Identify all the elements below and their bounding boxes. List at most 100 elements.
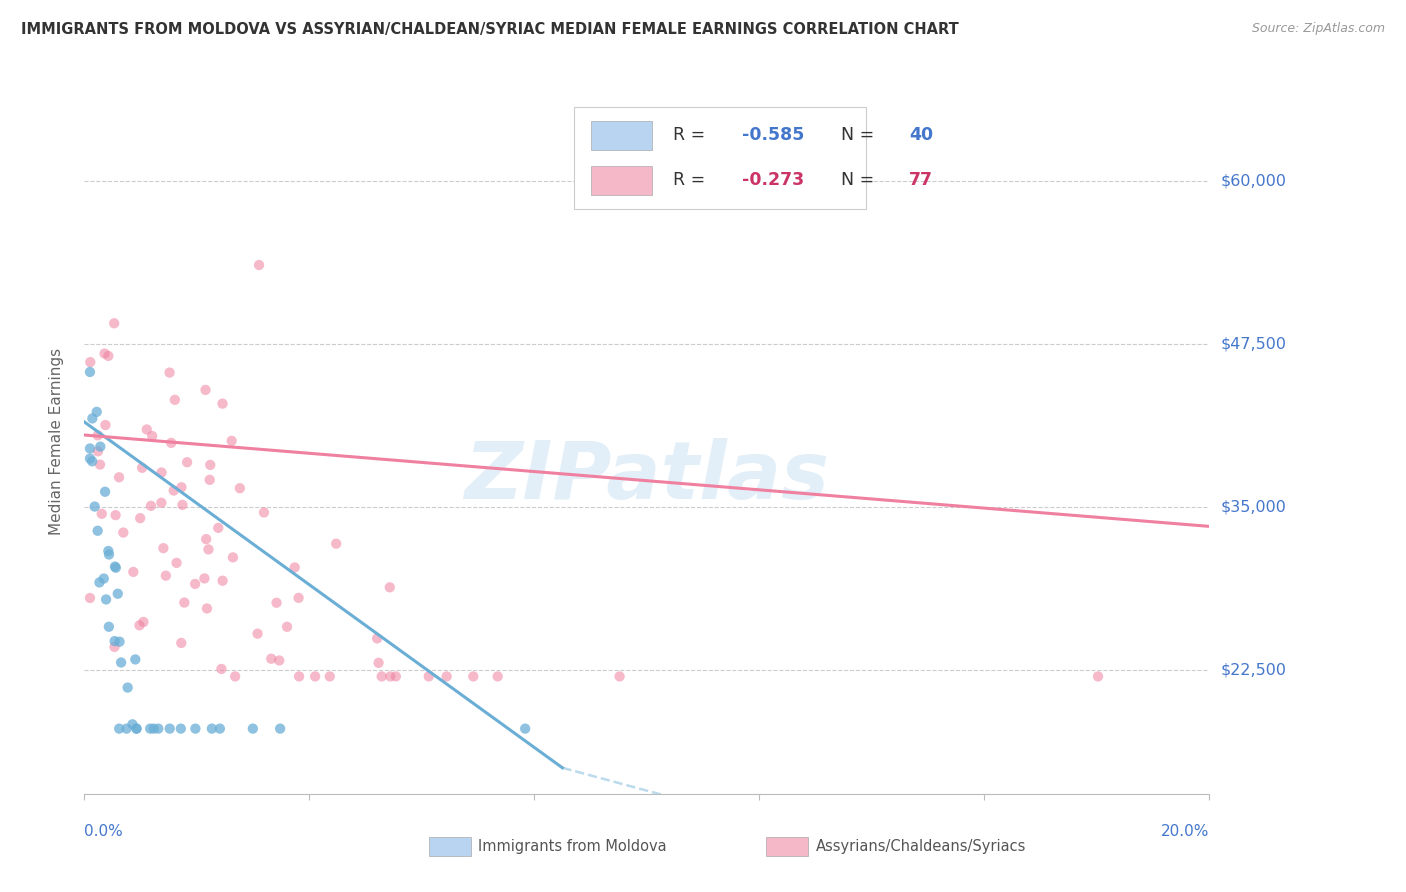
- FancyBboxPatch shape: [591, 166, 652, 195]
- Point: [98, 548, 121, 562]
- Point: [87, 428, 110, 442]
- Point: [260, 651, 283, 665]
- Point: [107, 587, 129, 601]
- Point: [125, 722, 148, 736]
- Point: [194, 383, 217, 397]
- Point: [304, 669, 326, 683]
- Point: [247, 258, 270, 272]
- Point: [129, 511, 152, 525]
- Point: [463, 669, 485, 683]
- Point: [211, 397, 233, 411]
- Point: [150, 496, 173, 510]
- Point: [89, 458, 111, 472]
- Point: [288, 669, 311, 683]
- Text: $47,500: $47,500: [1220, 336, 1286, 351]
- Point: [200, 458, 222, 472]
- Point: [172, 498, 194, 512]
- Point: [198, 473, 221, 487]
- Text: $60,000: $60,000: [1220, 173, 1286, 188]
- Point: [195, 601, 218, 615]
- Text: -0.273: -0.273: [742, 171, 804, 189]
- FancyBboxPatch shape: [591, 120, 652, 150]
- Point: [160, 436, 183, 450]
- Point: [195, 532, 218, 546]
- Point: [163, 392, 186, 407]
- Point: [97, 349, 120, 363]
- Point: [132, 615, 155, 629]
- Point: [159, 366, 181, 380]
- Point: [515, 722, 537, 736]
- Point: [94, 484, 117, 499]
- Point: [197, 542, 219, 557]
- Point: [139, 499, 162, 513]
- Point: [184, 577, 207, 591]
- Point: [176, 455, 198, 469]
- Point: [209, 662, 232, 676]
- Point: [82, 411, 104, 425]
- Point: [253, 506, 276, 520]
- Point: [378, 580, 401, 594]
- Point: [173, 596, 195, 610]
- Point: [79, 451, 101, 466]
- Point: [124, 652, 146, 666]
- Point: [121, 717, 143, 731]
- Point: [222, 550, 245, 565]
- Point: [284, 560, 307, 574]
- Point: [325, 537, 347, 551]
- Point: [104, 508, 127, 523]
- Point: [112, 525, 135, 540]
- Point: [103, 640, 125, 654]
- Point: [117, 681, 139, 695]
- Text: Source: ZipAtlas.com: Source: ZipAtlas.com: [1251, 22, 1385, 36]
- Point: [208, 722, 231, 736]
- Text: 40: 40: [908, 127, 934, 145]
- Point: [370, 669, 392, 683]
- Point: [367, 656, 389, 670]
- Point: [83, 500, 105, 514]
- Y-axis label: Median Female Earnings: Median Female Earnings: [49, 348, 63, 535]
- Point: [155, 568, 177, 582]
- Point: [79, 355, 101, 369]
- Point: [108, 722, 131, 736]
- Point: [90, 507, 112, 521]
- Point: [86, 405, 108, 419]
- Point: [93, 346, 115, 360]
- Point: [266, 596, 288, 610]
- Text: R =: R =: [672, 171, 710, 189]
- Point: [89, 575, 111, 590]
- Text: $35,000: $35,000: [1220, 500, 1286, 515]
- Point: [141, 429, 163, 443]
- Point: [94, 418, 117, 433]
- Text: $22,500: $22,500: [1220, 663, 1286, 677]
- Point: [184, 722, 207, 736]
- Point: [94, 592, 117, 607]
- Point: [104, 559, 127, 574]
- Text: IMMIGRANTS FROM MOLDOVA VS ASSYRIAN/CHALDEAN/SYRIAC MEDIAN FEMALE EARNINGS CORRE: IMMIGRANTS FROM MOLDOVA VS ASSYRIAN/CHAL…: [21, 22, 959, 37]
- Point: [224, 669, 246, 683]
- Point: [135, 422, 157, 436]
- Point: [82, 454, 104, 468]
- Point: [104, 634, 127, 648]
- Point: [128, 618, 150, 632]
- Point: [609, 669, 631, 683]
- Point: [87, 444, 110, 458]
- Point: [93, 572, 115, 586]
- Point: [207, 521, 229, 535]
- Text: 0.0%: 0.0%: [84, 824, 124, 839]
- Point: [139, 722, 162, 736]
- Point: [79, 591, 101, 605]
- Text: N =: N =: [841, 127, 880, 145]
- Point: [269, 722, 291, 736]
- Point: [221, 434, 243, 448]
- Point: [148, 722, 170, 736]
- Text: N =: N =: [841, 171, 880, 189]
- Text: R =: R =: [672, 127, 710, 145]
- Point: [108, 634, 131, 648]
- Point: [142, 722, 165, 736]
- Point: [319, 669, 342, 683]
- Point: [242, 722, 264, 736]
- Text: Assyrians/Chaldeans/Syriacs: Assyrians/Chaldeans/Syriacs: [815, 839, 1026, 854]
- Point: [79, 365, 101, 379]
- Point: [104, 560, 127, 574]
- Point: [1087, 669, 1109, 683]
